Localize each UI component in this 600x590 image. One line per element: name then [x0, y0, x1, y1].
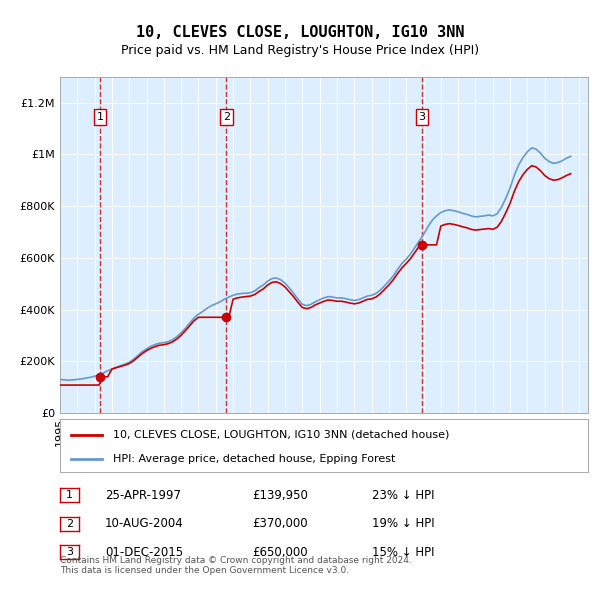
Text: 10, CLEVES CLOSE, LOUGHTON, IG10 3NN: 10, CLEVES CLOSE, LOUGHTON, IG10 3NN	[136, 25, 464, 40]
Text: £139,950: £139,950	[252, 489, 308, 502]
Text: 15% ↓ HPI: 15% ↓ HPI	[372, 546, 434, 559]
Text: Contains HM Land Registry data © Crown copyright and database right 2024.
This d: Contains HM Land Registry data © Crown c…	[60, 556, 412, 575]
Text: 3: 3	[66, 547, 73, 557]
Text: 1: 1	[66, 490, 73, 500]
Text: 1: 1	[97, 112, 103, 122]
Text: HPI: Average price, detached house, Epping Forest: HPI: Average price, detached house, Eppi…	[113, 454, 395, 464]
Text: 23% ↓ HPI: 23% ↓ HPI	[372, 489, 434, 502]
Text: 10, CLEVES CLOSE, LOUGHTON, IG10 3NN (detached house): 10, CLEVES CLOSE, LOUGHTON, IG10 3NN (de…	[113, 430, 449, 440]
Text: 25-APR-1997: 25-APR-1997	[105, 489, 181, 502]
Text: Price paid vs. HM Land Registry's House Price Index (HPI): Price paid vs. HM Land Registry's House …	[121, 44, 479, 57]
Text: £370,000: £370,000	[252, 517, 308, 530]
Text: 10-AUG-2004: 10-AUG-2004	[105, 517, 184, 530]
Text: 01-DEC-2015: 01-DEC-2015	[105, 546, 183, 559]
Text: 2: 2	[66, 519, 73, 529]
Text: 19% ↓ HPI: 19% ↓ HPI	[372, 517, 434, 530]
Text: £650,000: £650,000	[252, 546, 308, 559]
Text: 3: 3	[419, 112, 425, 122]
Text: 2: 2	[223, 112, 230, 122]
